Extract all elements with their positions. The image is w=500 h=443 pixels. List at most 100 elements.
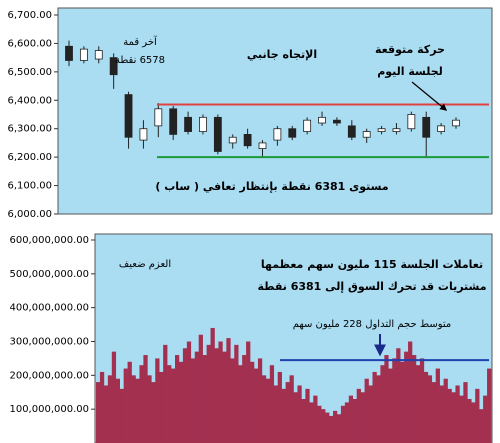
- candle-body: [377, 128, 386, 132]
- volume-bar: [475, 388, 480, 443]
- candle-body: [199, 116, 207, 132]
- annotation: مشتريات قد تحرك السوق إلى 6381 نقطة: [257, 280, 486, 293]
- candle-body: [94, 50, 103, 60]
- volume-bar: [218, 341, 223, 443]
- candle-body: [347, 125, 356, 138]
- volume-bar: [210, 327, 215, 443]
- volume-bar: [301, 399, 306, 443]
- y-tick-label: 6,100.00: [7, 181, 52, 192]
- annotation: تعاملات الجلسة 115 مليون سهم معظمها: [261, 258, 483, 271]
- volume-bar: [419, 358, 425, 443]
- volume-bar: [131, 375, 136, 443]
- volume-bar: [368, 385, 373, 443]
- annotation: مستوى 6381 نقطة بإنتظار تعافي ( ساب ): [155, 180, 388, 193]
- candle-body: [452, 119, 460, 127]
- volume-bar: [471, 402, 476, 443]
- candle-body: [437, 125, 446, 132]
- arrow: [411, 81, 448, 111]
- volume-bar: [202, 355, 207, 443]
- candle-body: [392, 128, 401, 132]
- volume-bar: [344, 402, 350, 443]
- volume-bar: [250, 361, 255, 443]
- candle-body: [124, 94, 133, 138]
- candle-body: [65, 45, 73, 61]
- volume-bar: [412, 355, 417, 443]
- volume-bar: [139, 365, 144, 443]
- volume-chart: 100,000,000.00 200,000,000.00 300,000,000.…: [9, 233, 493, 443]
- volume-bar: [171, 368, 176, 443]
- volume-bar: [404, 351, 409, 443]
- annotation: 6578 نقطة: [115, 55, 165, 66]
- volume-bar: [163, 344, 168, 443]
- volume-bar: [396, 348, 401, 443]
- volume-bar: [463, 382, 468, 443]
- volume-bar: [194, 351, 199, 443]
- volume-bar: [289, 375, 294, 443]
- volume-bar: [182, 348, 188, 443]
- volume-bar: [487, 368, 492, 443]
- volume-bar: [467, 399, 472, 443]
- candle-body: [273, 128, 282, 141]
- volume-bar: [313, 395, 318, 443]
- volume-bar: [230, 358, 235, 443]
- volume-bar: [348, 395, 354, 443]
- volume-bar: [459, 395, 464, 443]
- volume-bar: [376, 375, 381, 443]
- volume-bar: [431, 382, 436, 443]
- y-tick-label: 500,000,000.00: [9, 269, 89, 280]
- volume-bar: [115, 378, 120, 443]
- y-tick-label: 6,300.00: [7, 124, 52, 135]
- candle-body: [333, 119, 341, 124]
- volume-bar: [293, 392, 298, 443]
- volume-bar: [340, 405, 346, 443]
- volume-bar: [321, 409, 326, 443]
- volume-bar: [159, 371, 164, 443]
- volume-bar: [190, 358, 196, 443]
- annotation: الإتجاه جانبي: [247, 48, 317, 61]
- y-tick-label: 400,000,000.00: [9, 303, 89, 314]
- candle-body: [139, 128, 148, 141]
- volume-bar: [427, 375, 433, 443]
- volume-bar: [392, 358, 397, 443]
- volume-bar: [356, 388, 361, 443]
- volume-bar: [439, 385, 444, 443]
- volume-bar: [483, 395, 488, 443]
- candle-body: [318, 116, 326, 124]
- volume-bar: [277, 371, 282, 443]
- candle-body: [288, 128, 297, 138]
- volume-bar: [96, 382, 101, 443]
- annotation: العزم ضعيف: [119, 259, 171, 270]
- volume-bar: [364, 378, 369, 443]
- volume-bar: [135, 378, 140, 443]
- volume-bar: [198, 334, 203, 443]
- volume-bar: [309, 402, 314, 443]
- annotation: لجلسة اليوم: [377, 65, 443, 78]
- volume-bar: [435, 368, 440, 443]
- volume-bar: [254, 368, 259, 443]
- volume-bar: [214, 348, 219, 443]
- candle-body: [243, 133, 252, 147]
- volume-bar: [451, 392, 456, 443]
- volume-bar: [400, 361, 405, 443]
- volume-bar: [325, 412, 330, 443]
- y-tick-label: 300,000,000.00: [9, 337, 89, 348]
- volume-bar: [257, 358, 263, 443]
- volume-bar: [380, 365, 385, 443]
- volume-bar: [269, 365, 275, 443]
- volume-bar: [151, 382, 156, 443]
- candle-body: [258, 142, 267, 150]
- candle-body: [154, 108, 163, 127]
- candle-body: [422, 116, 431, 138]
- volume-bar: [360, 392, 365, 443]
- volume-bar: [242, 355, 247, 443]
- volume-bar: [261, 375, 267, 443]
- candle-body: [303, 119, 312, 132]
- volume-bar: [103, 385, 109, 443]
- volume-bar: [281, 388, 286, 443]
- y-tick-label: 6,000.00: [7, 209, 52, 220]
- y-tick-label: 100,000,000.00: [9, 404, 89, 415]
- y-tick-label: 200,000,000.00: [9, 370, 89, 381]
- volume-bar: [273, 385, 278, 443]
- volume-bar: [455, 385, 460, 443]
